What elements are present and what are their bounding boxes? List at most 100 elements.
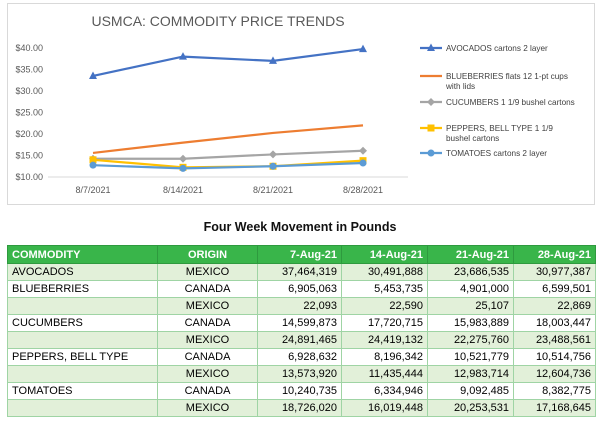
x-tick-label: 8/21/2021 bbox=[253, 185, 293, 195]
y-tick-label: $25.00 bbox=[15, 108, 43, 118]
table-row: CUCUMBERS CANADA 14,599,873 17,720,715 15,98… bbox=[7, 314, 596, 332]
commodity-cell: BLUEBERRIES bbox=[7, 280, 158, 298]
week-4-cell: 23,488,561 bbox=[513, 331, 596, 349]
header-week-3: 21-Aug-21 bbox=[427, 245, 514, 264]
price-trend-chart: USMCA: COMMODITY PRICE TRENDS $10.00 $15.… bbox=[7, 3, 595, 205]
commodity-cell bbox=[7, 399, 158, 417]
data-point bbox=[269, 56, 277, 64]
week-2-cell: 22,590 bbox=[341, 297, 428, 315]
origin-cell: MEXICO bbox=[157, 399, 258, 417]
table-title: Four Week Movement in Pounds bbox=[203, 220, 397, 234]
week-1-cell: 18,726,020 bbox=[257, 399, 342, 417]
x-tick-label: 8/28/2021 bbox=[343, 185, 383, 195]
series-1 bbox=[92, 124, 364, 155]
header-week-4: 28-Aug-21 bbox=[513, 245, 596, 264]
week-3-cell: 25,107 bbox=[427, 297, 514, 315]
table-row: MEXICO 24,891,465 24,419,132 22,275,760 23,4… bbox=[7, 331, 596, 349]
origin-cell: MEXICO bbox=[157, 331, 258, 349]
commodity-cell bbox=[7, 365, 158, 383]
week-4-cell: 30,977,387 bbox=[513, 263, 596, 281]
table-row: MEXICO 22,093 22,590 25,107 22,869 bbox=[7, 297, 596, 315]
data-point bbox=[89, 161, 97, 169]
data-point bbox=[89, 71, 97, 79]
week-4-cell: 18,003,447 bbox=[513, 314, 596, 332]
y-tick-label: $15.00 bbox=[15, 151, 43, 161]
table-row: PEPPERS, BELL TYPE CANADA 6,928,632 8,196,3… bbox=[7, 348, 596, 366]
week-2-cell: 5,453,735 bbox=[341, 280, 428, 298]
legend-label: PEPPERS, BELL TYPE 1 1/9 bushel cartons bbox=[446, 124, 553, 143]
movement-table: COMMODITY ORIGIN 7-Aug-21 14-Aug-21 21-A… bbox=[7, 245, 596, 417]
week-1-cell: 6,905,063 bbox=[257, 280, 342, 298]
commodity-cell bbox=[7, 297, 158, 315]
y-tick-label: $10.00 bbox=[15, 172, 43, 182]
y-tick-label: $30.00 bbox=[15, 86, 43, 96]
x-tick-label: 8/14/2021 bbox=[163, 185, 203, 195]
week-3-cell: 22,275,760 bbox=[427, 331, 514, 349]
week-2-cell: 24,419,132 bbox=[341, 331, 428, 349]
data-point bbox=[359, 159, 367, 167]
origin-cell: MEXICO bbox=[157, 365, 258, 383]
week-4-cell: 8,382,775 bbox=[513, 382, 596, 400]
header-week-1: 7-Aug-21 bbox=[257, 245, 342, 264]
week-2-cell: 11,435,444 bbox=[341, 365, 428, 383]
origin-cell: CANADA bbox=[157, 382, 258, 400]
week-1-cell: 14,599,873 bbox=[257, 314, 342, 332]
data-point bbox=[269, 150, 277, 159]
data-point bbox=[269, 162, 277, 170]
legend-label: TOMATOES cartons 2 layer bbox=[446, 149, 547, 158]
week-2-cell: 30,491,888 bbox=[341, 263, 428, 281]
week-2-cell: 17,720,715 bbox=[341, 314, 428, 332]
legend-marker bbox=[427, 43, 435, 51]
week-3-cell: 15,983,889 bbox=[427, 314, 514, 332]
origin-cell: CANADA bbox=[157, 280, 258, 298]
table-row: MEXICO 13,573,920 11,435,444 12,983,714 12,6… bbox=[7, 365, 596, 383]
week-3-cell: 10,521,779 bbox=[427, 348, 514, 366]
legend-entry: BLUEBERRIES flats 12 1-pt cups with lids bbox=[420, 72, 568, 91]
week-4-cell: 6,599,501 bbox=[513, 280, 596, 298]
week-1-cell: 10,240,735 bbox=[257, 382, 342, 400]
data-point bbox=[179, 164, 187, 172]
commodity-cell: PEPPERS, BELL TYPE bbox=[7, 348, 158, 366]
legend-label: AVOCADOS cartons 2 layer bbox=[446, 44, 548, 53]
week-1-cell: 24,891,465 bbox=[257, 331, 342, 349]
week-1-cell: 22,093 bbox=[257, 297, 342, 315]
origin-cell: MEXICO bbox=[157, 297, 258, 315]
commodity-cell: TOMATOES bbox=[7, 382, 158, 400]
origin-cell: CANADA bbox=[157, 314, 258, 332]
origin-cell: MEXICO bbox=[157, 263, 258, 281]
week-4-cell: 10,514,756 bbox=[513, 348, 596, 366]
week-3-cell: 20,253,531 bbox=[427, 399, 514, 417]
price-trend-chart-svg: USMCA: COMMODITY PRICE TRENDS $10.00 $15.… bbox=[15, 13, 575, 195]
data-point bbox=[179, 154, 187, 163]
legend-marker bbox=[427, 98, 435, 106]
week-3-cell: 4,901,000 bbox=[427, 280, 514, 298]
week-3-cell: 12,983,714 bbox=[427, 365, 514, 383]
table-row: AVOCADOS MEXICO 37,464,319 30,491,888 23,686… bbox=[7, 263, 596, 281]
legend-marker bbox=[427, 149, 435, 157]
series-0 bbox=[89, 44, 367, 79]
week-1-cell: 13,573,920 bbox=[257, 365, 342, 383]
header-commodity: COMMODITY bbox=[7, 245, 158, 264]
table-row: MEXICO 18,726,020 16,019,448 20,253,531 17,1… bbox=[7, 399, 596, 417]
week-2-cell: 16,019,448 bbox=[341, 399, 428, 417]
header-week-2: 14-Aug-21 bbox=[341, 245, 428, 264]
table-header-row: COMMODITY ORIGIN 7-Aug-21 14-Aug-21 21-A… bbox=[7, 245, 596, 264]
table-row: TOMATOES CANADA 10,240,735 6,334,946 9,092,4… bbox=[7, 382, 596, 400]
commodity-cell: AVOCADOS bbox=[7, 263, 158, 281]
week-4-cell: 17,168,645 bbox=[513, 399, 596, 417]
data-point bbox=[179, 52, 187, 60]
week-3-cell: 9,092,485 bbox=[427, 382, 514, 400]
week-4-cell: 12,604,736 bbox=[513, 365, 596, 383]
chart-legend: AVOCADOS cartons 2 layer BLUEBERRIES flat… bbox=[420, 43, 575, 158]
week-1-cell: 37,464,319 bbox=[257, 263, 342, 281]
legend-entry: TOMATOES cartons 2 layer bbox=[420, 149, 547, 158]
week-1-cell: 6,928,632 bbox=[257, 348, 342, 366]
y-tick-label: $20.00 bbox=[15, 129, 43, 139]
commodity-cell bbox=[7, 331, 158, 349]
plot-area bbox=[89, 44, 367, 172]
header-origin: ORIGIN bbox=[157, 245, 258, 264]
commodity-cell: CUCUMBERS bbox=[7, 314, 158, 332]
week-2-cell: 6,334,946 bbox=[341, 382, 428, 400]
week-4-cell: 22,869 bbox=[513, 297, 596, 315]
series-line bbox=[92, 161, 364, 170]
